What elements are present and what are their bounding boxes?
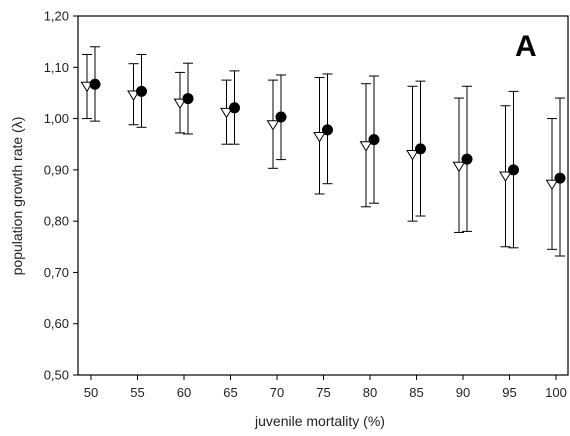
- x-axis-title: juvenile mortality (%): [254, 413, 385, 429]
- x-tick-label: 80: [363, 385, 377, 400]
- series-1: [80, 53, 559, 250]
- x-tick-label: 70: [270, 385, 284, 400]
- data-point-circle: [89, 78, 101, 90]
- data-point-triangle: [220, 107, 233, 119]
- data-point-triangle: [313, 132, 326, 143]
- y-tick-label: 0,70: [44, 265, 69, 280]
- x-tick-label: 85: [409, 385, 423, 400]
- data-point-circle: [229, 102, 240, 114]
- data-point-circle: [554, 172, 566, 184]
- data-point-triangle: [452, 161, 466, 173]
- data-point-triangle: [499, 171, 512, 182]
- y-tick-label: 0,90: [44, 162, 69, 177]
- data-point-circle: [508, 164, 519, 176]
- y-axis: 0,50 0,60 0,70 0,80 0,90 1,00 1,10 1,20: [44, 9, 78, 383]
- data-point-circle: [322, 124, 333, 136]
- panel-label: A: [515, 30, 537, 63]
- data-point-triangle: [545, 179, 559, 191]
- y-tick-label: 0,60: [44, 316, 69, 331]
- series-layer: [80, 46, 566, 257]
- y-axis-title: population growth rate (λ): [9, 117, 25, 276]
- y-tick-label: 1,20: [44, 9, 69, 24]
- data-point-triangle: [127, 90, 140, 101]
- x-tick-label: 90: [456, 385, 470, 400]
- x-tick-label: 55: [130, 385, 144, 400]
- x-tick-label: 95: [502, 385, 516, 400]
- y-tick-label: 1,10: [44, 60, 69, 75]
- y-tick-label: 1,00: [44, 111, 69, 126]
- data-point-circle: [275, 111, 287, 123]
- data-point-circle: [368, 134, 380, 146]
- x-axis: 50 55 60 65 70 75 80 85 90 95 100: [84, 375, 567, 400]
- series-2: [89, 46, 566, 257]
- data-point-triangle: [173, 98, 187, 110]
- data-point-circle: [461, 153, 473, 165]
- plot-frame: [77, 15, 569, 376]
- data-point-circle: [415, 143, 426, 155]
- data-point-circle: [182, 93, 194, 105]
- data-point-triangle: [359, 141, 373, 152]
- x-tick-label: 60: [177, 385, 191, 400]
- y-tick-label: 0,50: [44, 368, 69, 383]
- data-point-triangle: [266, 120, 280, 131]
- x-tick-label: 75: [316, 385, 330, 400]
- x-tick-label: 65: [223, 385, 237, 400]
- y-tick-label: 0,80: [44, 214, 69, 229]
- data-point-triangle: [406, 149, 419, 161]
- x-tick-label: 50: [84, 385, 98, 400]
- x-tick-label: 100: [545, 385, 567, 400]
- data-point-circle: [136, 85, 147, 97]
